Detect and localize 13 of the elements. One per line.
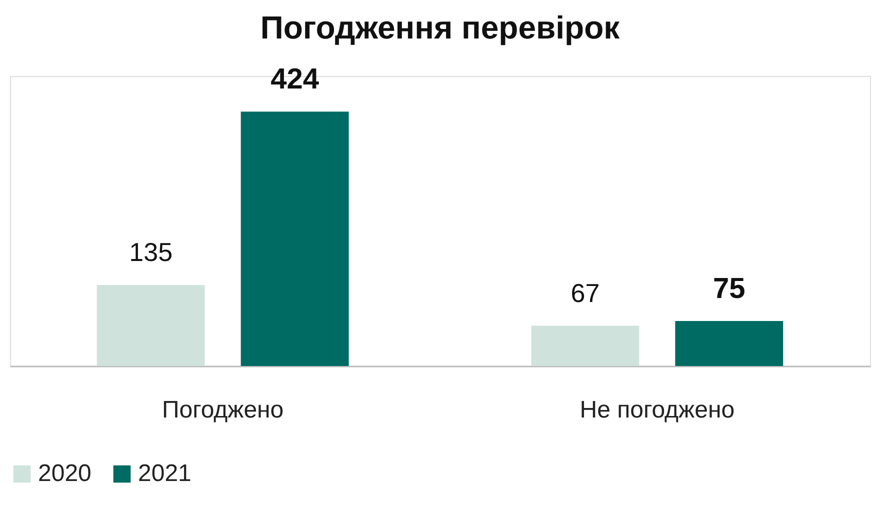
data-label: 135 [129,237,173,268]
bar [240,112,349,366]
bar [531,326,640,366]
x-tick-label: Погоджено [162,396,284,424]
bar [675,321,784,366]
data-label: 67 [570,278,600,308]
x-tick-label: Не погоджено [580,396,735,424]
data-label: 424 [270,64,319,96]
bar [96,285,205,366]
legend-label: 2020 [38,460,92,487]
legend-label: 2021 [138,460,192,487]
data-label: 75 [713,273,746,306]
chart-title: Погодження перевірок [260,10,621,46]
